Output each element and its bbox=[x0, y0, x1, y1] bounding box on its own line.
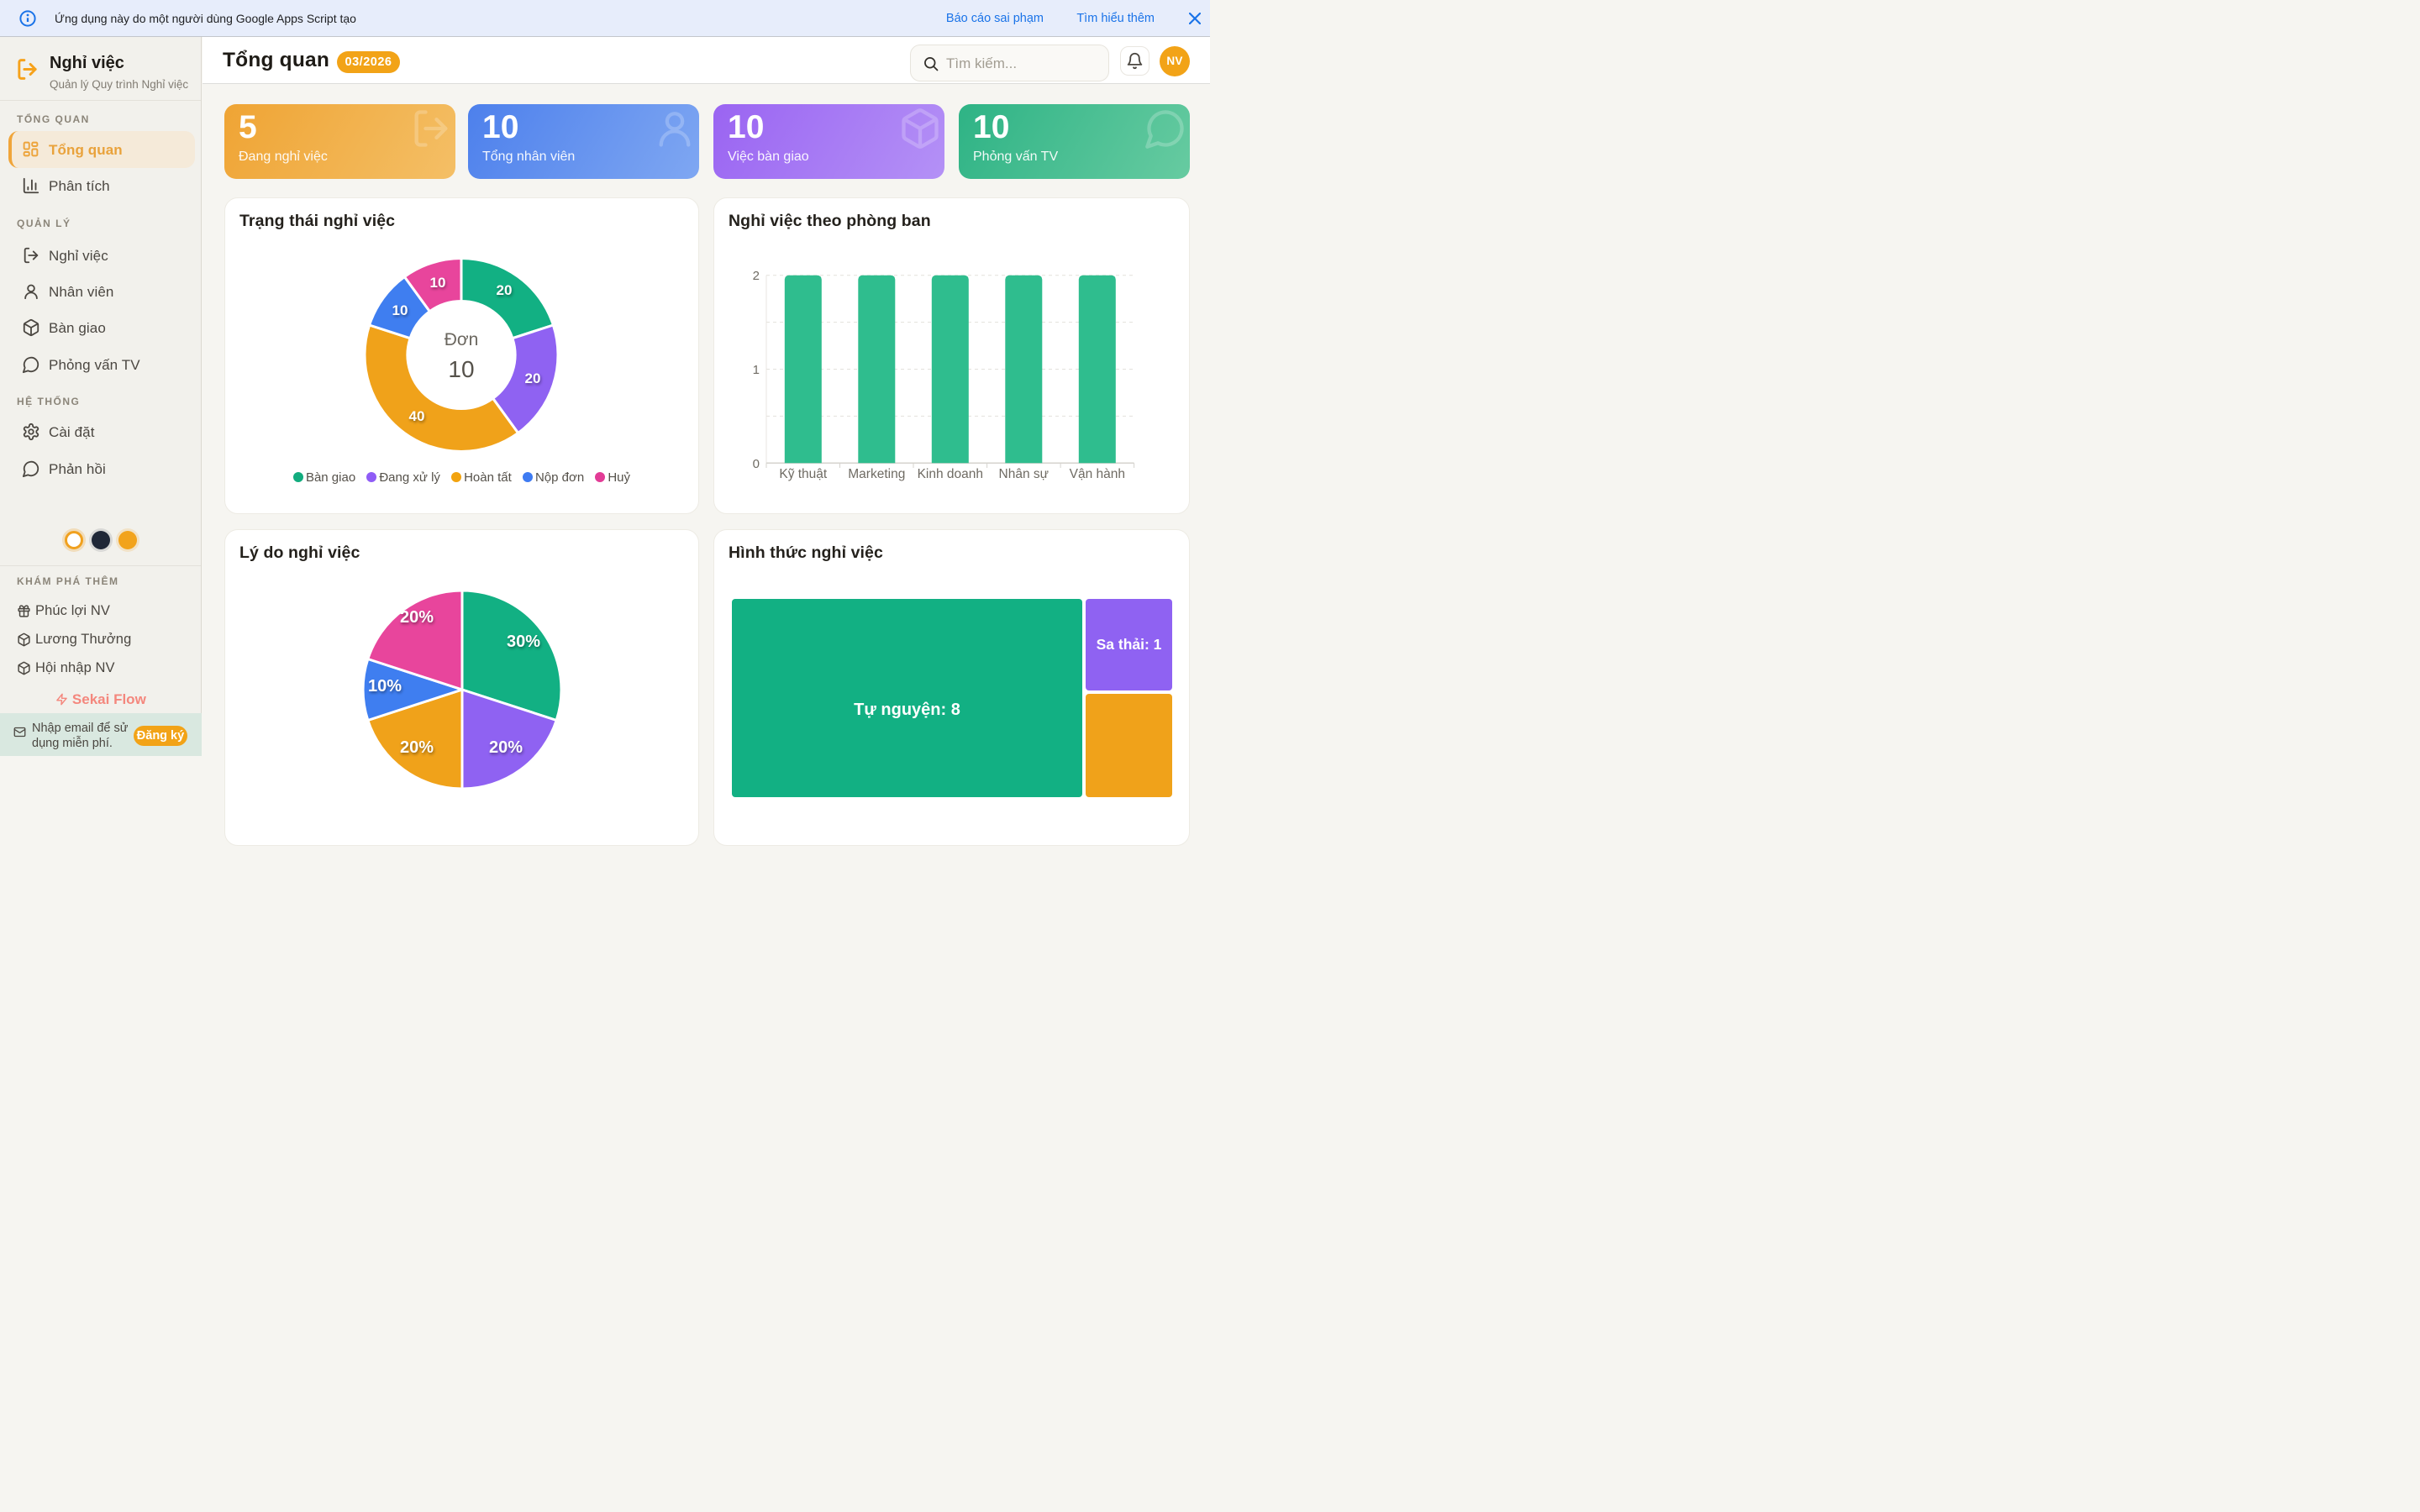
svg-text:Marketing: Marketing bbox=[848, 467, 905, 481]
svg-text:0: 0 bbox=[753, 457, 760, 471]
svg-text:Đơn: Đơn bbox=[445, 330, 479, 349]
svg-text:Kinh doanh: Kinh doanh bbox=[918, 467, 983, 481]
svg-text:Nhân sự: Nhân sự bbox=[999, 467, 1050, 481]
svg-text:Kỹ thuật: Kỹ thuật bbox=[779, 467, 828, 481]
svg-text:1: 1 bbox=[753, 363, 760, 377]
svg-text:2: 2 bbox=[753, 269, 760, 283]
svg-text:Vận hành: Vận hành bbox=[1070, 467, 1125, 481]
svg-text:10: 10 bbox=[448, 356, 474, 382]
